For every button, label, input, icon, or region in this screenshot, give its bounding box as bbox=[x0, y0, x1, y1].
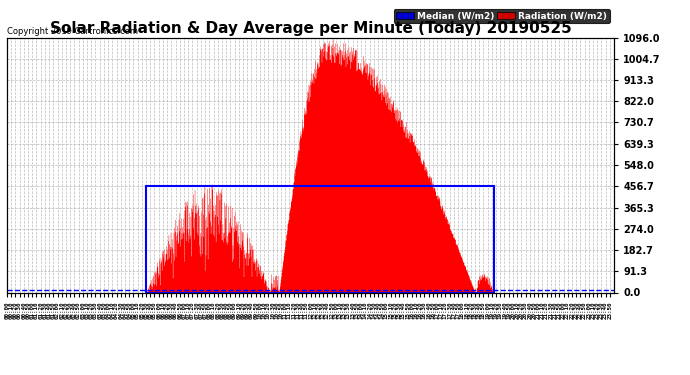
Title: Solar Radiation & Day Average per Minute (Today) 20190525: Solar Radiation & Day Average per Minute… bbox=[50, 21, 571, 36]
Legend: Median (W/m2), Radiation (W/m2): Median (W/m2), Radiation (W/m2) bbox=[394, 9, 609, 23]
Text: Copyright 2019 Cartronics.com: Copyright 2019 Cartronics.com bbox=[7, 27, 138, 36]
Bar bbox=[146, 186, 494, 292]
